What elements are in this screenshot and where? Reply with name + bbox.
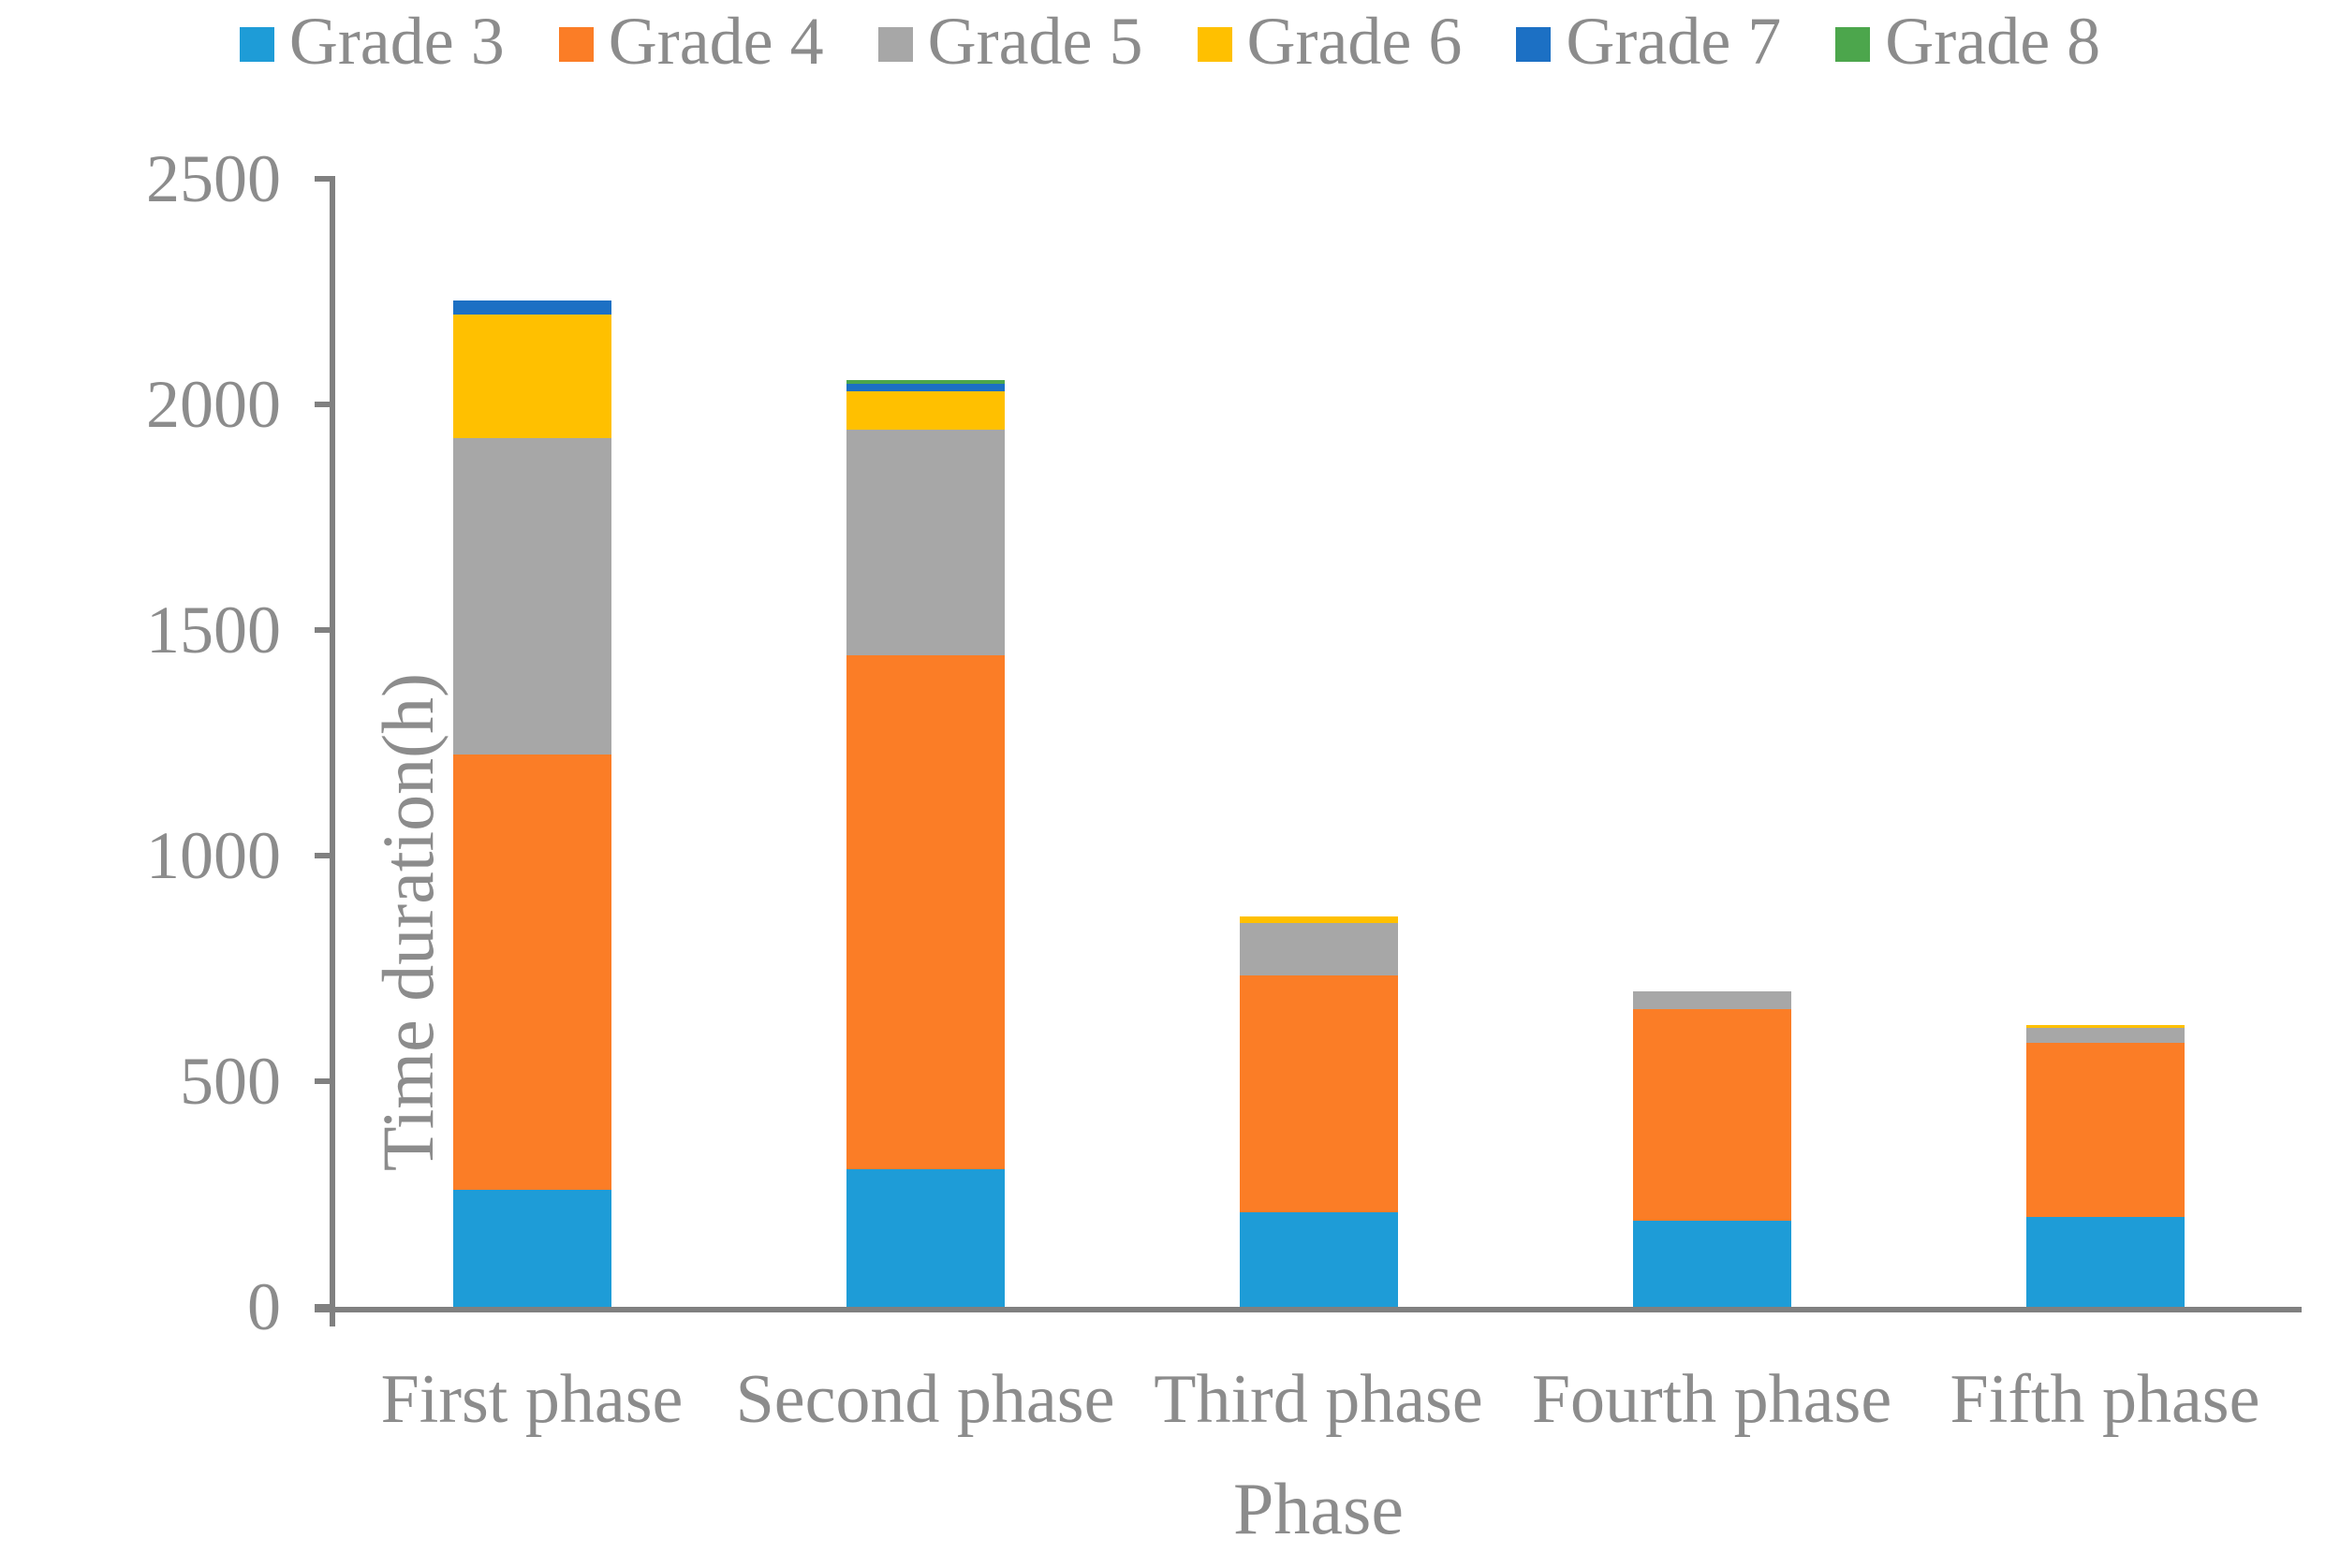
bar-segment: [1632, 1008, 1791, 1222]
x-axis-title: Phase: [1233, 1468, 1404, 1549]
bar-segment: [846, 429, 1005, 655]
bar-segment: [1632, 1221, 1791, 1307]
legend-swatch-icon: [558, 26, 594, 62]
bar-segment: [1239, 1211, 1398, 1307]
y-tick-mark: [315, 853, 335, 858]
bar-segment: [2025, 1043, 2185, 1217]
legend-label: Grade 6: [1246, 4, 1463, 79]
bar-segment: [1239, 975, 1398, 1212]
legend-item: Grade 7: [1516, 6, 1781, 77]
legend-label: Grade 4: [608, 4, 824, 79]
bar-segment: [452, 754, 611, 1190]
legend-item: Grade 8: [1835, 6, 2100, 77]
bar-segment: [452, 438, 611, 755]
legend-swatch-icon: [1516, 26, 1552, 62]
x-category-label: Second phase: [735, 1361, 1115, 1438]
y-tick-label: 2500: [146, 141, 281, 216]
legend-swatch-icon: [1197, 26, 1232, 62]
y-tick-mark: [315, 176, 335, 182]
bar-segment: [452, 314, 611, 439]
x-category-label: Third phase: [1154, 1361, 1483, 1438]
bar-segment: [452, 1189, 611, 1307]
bar-segment: [2025, 1028, 2185, 1043]
legend-label: Grade 3: [288, 4, 505, 79]
legend-item: Grade 3: [239, 4, 505, 79]
legend-label: Grade 5: [927, 4, 1143, 79]
bar-segment: [846, 654, 1005, 1169]
y-tick-label: 1500: [146, 593, 281, 667]
bar-segment: [846, 1168, 1005, 1307]
legend-swatch-icon: [877, 26, 913, 62]
bar-segment: [1239, 916, 1398, 924]
bar-segment: [1632, 990, 1791, 1009]
y-tick-mark: [315, 1078, 335, 1084]
y-tick-mark: [315, 402, 335, 407]
legend-item: Grade 4: [558, 4, 824, 79]
y-tick-mark: [315, 627, 335, 633]
y-axis-title: Time duration(h): [367, 672, 449, 1172]
chart-legend: Grade 3 Grade 4 Grade 5 Grade 6 Grade 7 Grade…: [0, 6, 2340, 77]
bar-segment: [1239, 923, 1398, 975]
y-tick-label: 500: [180, 1044, 281, 1119]
bar-segment: [452, 300, 611, 315]
y-tick-mark: [315, 1304, 335, 1310]
y-axis-line: [330, 179, 335, 1326]
legend-swatch-icon: [1835, 26, 1871, 62]
legend-item: Grade 5: [877, 4, 1143, 79]
y-tick-label: 0: [247, 1269, 281, 1344]
bar-segment: [846, 390, 1005, 430]
x-category-label: First phase: [380, 1361, 684, 1438]
bar-segment: [846, 380, 1005, 385]
plot-area: Time duration(h) 0 500 1000 1500 2000 2500 Fir…: [146, 141, 2302, 1438]
y-tick-label: 1000: [146, 818, 281, 893]
legend-item: Grade 6: [1197, 4, 1463, 79]
y-tick-label: 2000: [146, 367, 281, 442]
bar-segment: [2025, 1024, 2185, 1029]
bar-segment: [2025, 1216, 2185, 1307]
bar-segment: [846, 384, 1005, 391]
legend-swatch-icon: [239, 26, 274, 62]
legend-label: Grade 8: [1885, 4, 2101, 79]
x-category-label: Fifth phase: [1950, 1361, 2260, 1438]
legend-label: Grade 7: [1566, 4, 1782, 79]
x-category-label: Fourth phase: [1531, 1361, 1892, 1438]
x-axis-line: [315, 1307, 2302, 1312]
